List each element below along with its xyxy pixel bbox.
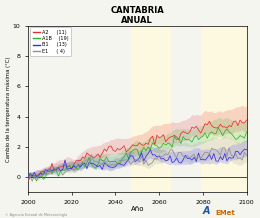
Text: EMet: EMet xyxy=(216,210,236,216)
Y-axis label: Cambio de la temperatura máxima (°C): Cambio de la temperatura máxima (°C) xyxy=(5,56,11,162)
Bar xyxy=(201,26,247,192)
Title: CANTABRIA
ANUAL: CANTABRIA ANUAL xyxy=(110,5,164,25)
X-axis label: Año: Año xyxy=(131,206,144,213)
Text: © Agencia Estatal de Meteorología: © Agencia Estatal de Meteorología xyxy=(5,213,67,217)
Legend: A2     (11), A1B    (19), B1     (13), E1     ( 4): A2 (11), A1B (19), B1 (13), E1 ( 4) xyxy=(30,27,71,56)
Text: A: A xyxy=(203,206,210,216)
Bar xyxy=(131,26,170,192)
